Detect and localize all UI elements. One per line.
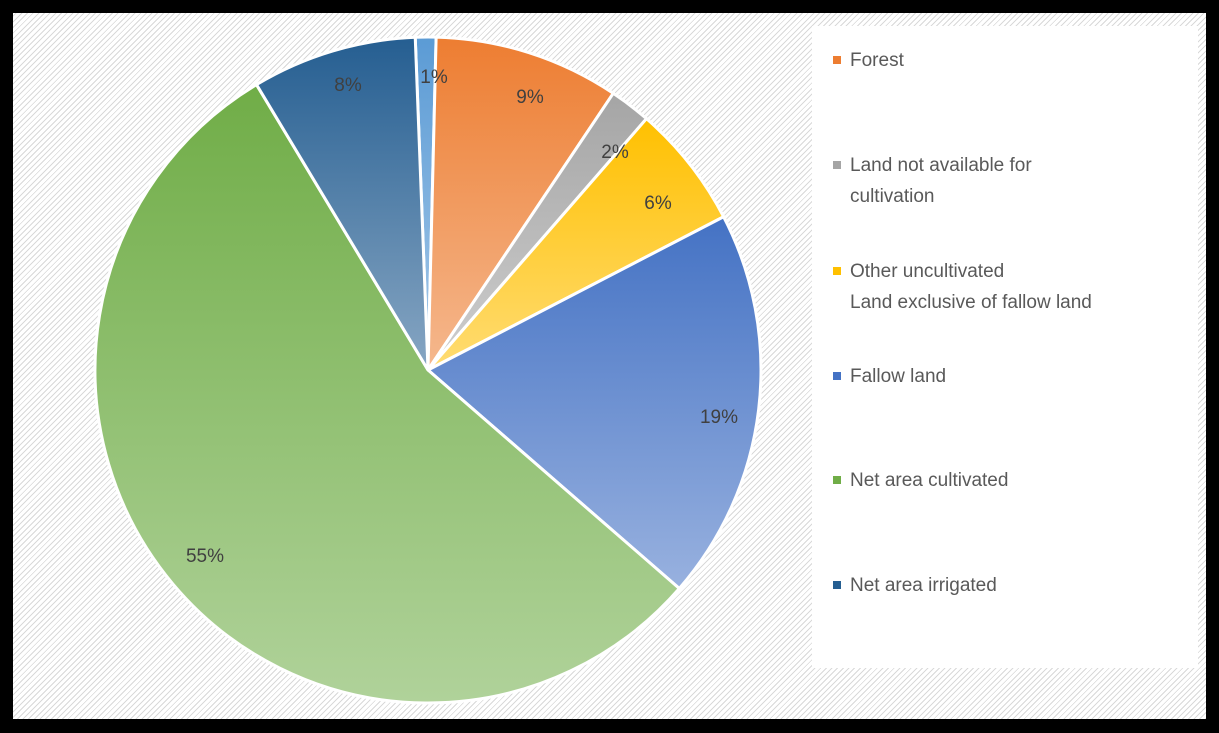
pie-slice-other-uncultivated-land-exclusive-of-fallow-land — [426, 117, 726, 372]
data-label: 55% — [186, 546, 224, 567]
legend-swatch — [833, 372, 841, 380]
legend-swatch — [833, 161, 841, 169]
legend-item: Land not available for cultivation — [833, 150, 1032, 212]
legend-item: Net area cultivated — [833, 465, 1008, 496]
legend-item: Other uncultivated Land exclusive of fal… — [833, 256, 1092, 318]
data-label: 1% — [420, 67, 448, 88]
legend-label: Forest — [850, 50, 904, 71]
pie-slice-net-area-cultivated — [93, 83, 681, 705]
legend-item: Forest — [833, 45, 904, 76]
legend-label: Fallow land — [850, 366, 947, 387]
data-label: 2% — [601, 142, 629, 163]
pie-slice-forest — [426, 35, 615, 372]
data-label: 6% — [644, 193, 672, 214]
pie-slice-fallow-land — [426, 215, 763, 590]
legend-swatch — [833, 267, 841, 275]
legend-swatch — [833, 56, 841, 64]
legend-label: Net area cultivated — [850, 470, 1009, 491]
data-label: 19% — [700, 407, 738, 428]
legend-label: Net area irrigated — [850, 575, 997, 596]
data-label: 8% — [334, 75, 362, 96]
pie-slice-net-area-irrigated — [254, 35, 430, 372]
legend-swatch — [833, 476, 841, 484]
legend-panel — [812, 26, 1198, 668]
legend-label: Other uncultivated Land exclusive of fal… — [850, 261, 1092, 313]
legend-swatch — [833, 581, 841, 589]
legend-label: Land not available for cultivation — [850, 155, 1032, 207]
legend-item: Fallow land — [833, 361, 946, 392]
legend-item: Net area irrigated — [833, 570, 997, 601]
data-label: 9% — [516, 87, 544, 108]
